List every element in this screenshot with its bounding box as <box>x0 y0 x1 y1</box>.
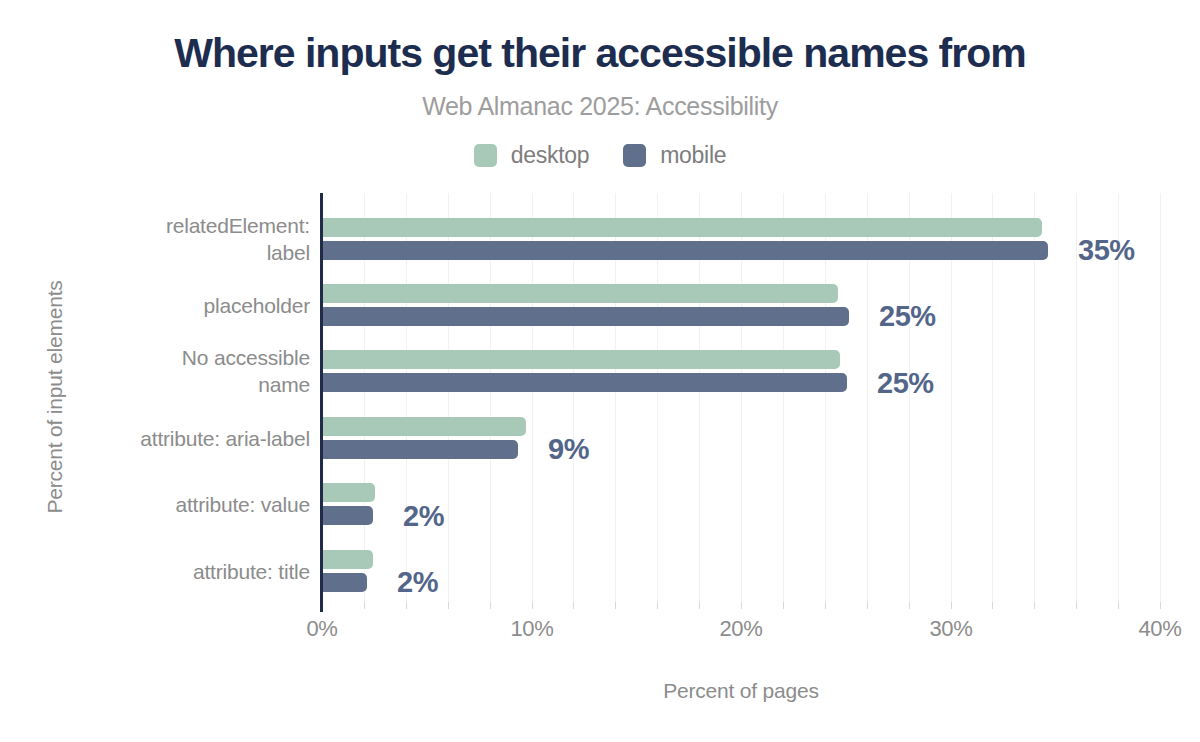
category-label-line: No accessible <box>0 344 310 371</box>
axis-tick <box>615 602 616 609</box>
bar-mobile <box>323 373 847 392</box>
legend-item-mobile: mobile <box>623 142 726 169</box>
bar-desktop <box>323 284 838 303</box>
value-label: 35% <box>1078 234 1135 267</box>
axis-tick <box>573 602 574 609</box>
category-label-line: relatedElement: <box>0 212 310 239</box>
legend-label: mobile <box>660 142 726 169</box>
category-label: attribute: title <box>0 558 310 585</box>
category-label: attribute: aria-label <box>0 425 310 452</box>
axis-tick <box>1118 602 1119 609</box>
value-label: 2% <box>403 500 444 533</box>
chart-title: Where inputs get their accessible names … <box>0 30 1200 77</box>
bar-mobile <box>323 241 1048 260</box>
x-tick-label: 20% <box>719 616 762 642</box>
axis-tick <box>867 602 868 609</box>
bar-mobile <box>323 307 849 326</box>
category-label: placeholder <box>0 292 310 319</box>
category-label-line: label <box>0 239 310 266</box>
bar-desktop <box>323 483 375 502</box>
bar-desktop <box>323 550 373 569</box>
legend-swatch-mobile <box>623 144 646 167</box>
chart-subtitle: Web Almanac 2025: Accessibility <box>0 92 1200 121</box>
x-axis-title: Percent of pages <box>663 679 819 703</box>
legend: desktop mobile <box>0 142 1200 169</box>
axis-tick <box>741 602 742 609</box>
axis-tick <box>1034 602 1035 609</box>
axis-tick <box>992 602 993 609</box>
category-label: relatedElement:label <box>0 212 310 266</box>
axis-tick <box>1076 602 1077 609</box>
y-axis-line <box>320 193 323 612</box>
value-label: 2% <box>397 566 438 599</box>
x-tick-label: 10% <box>510 616 553 642</box>
legend-item-desktop: desktop <box>474 142 589 169</box>
axis-tick <box>951 602 952 609</box>
axis-tick <box>364 602 365 609</box>
category-label-line: placeholder <box>0 292 310 319</box>
x-tick-label: 0% <box>306 616 337 642</box>
bar-desktop <box>323 218 1042 237</box>
legend-label: desktop <box>511 142 589 169</box>
axis-tick <box>448 602 449 609</box>
category-label-line: attribute: aria-label <box>0 425 310 452</box>
axis-tick <box>532 602 533 609</box>
axis-tick <box>1160 602 1161 609</box>
category-label: attribute: value <box>0 491 310 518</box>
value-label: 25% <box>877 367 934 400</box>
axis-tick <box>657 602 658 609</box>
category-label: No accessiblename <box>0 344 310 398</box>
category-label-line: attribute: value <box>0 491 310 518</box>
axis-tick <box>783 602 784 609</box>
axis-tick <box>406 602 407 609</box>
legend-swatch-desktop <box>474 144 497 167</box>
bar-desktop <box>323 417 526 436</box>
bar-desktop <box>323 350 840 369</box>
value-label: 25% <box>879 300 936 333</box>
axis-tick <box>699 602 700 609</box>
grid-line <box>1076 193 1077 602</box>
grid-line <box>1160 193 1161 602</box>
x-tick-label: 30% <box>929 616 972 642</box>
bar-mobile <box>323 506 373 525</box>
value-label: 9% <box>548 433 589 466</box>
axis-tick <box>825 602 826 609</box>
plot-area <box>322 193 1160 602</box>
axis-tick <box>490 602 491 609</box>
x-tick-label: 40% <box>1138 616 1181 642</box>
axis-tick <box>909 602 910 609</box>
chart-canvas: Where inputs get their accessible names … <box>0 0 1200 742</box>
category-label-line: name <box>0 371 310 398</box>
bar-mobile <box>323 573 367 592</box>
bar-mobile <box>323 440 518 459</box>
category-label-line: attribute: title <box>0 558 310 585</box>
